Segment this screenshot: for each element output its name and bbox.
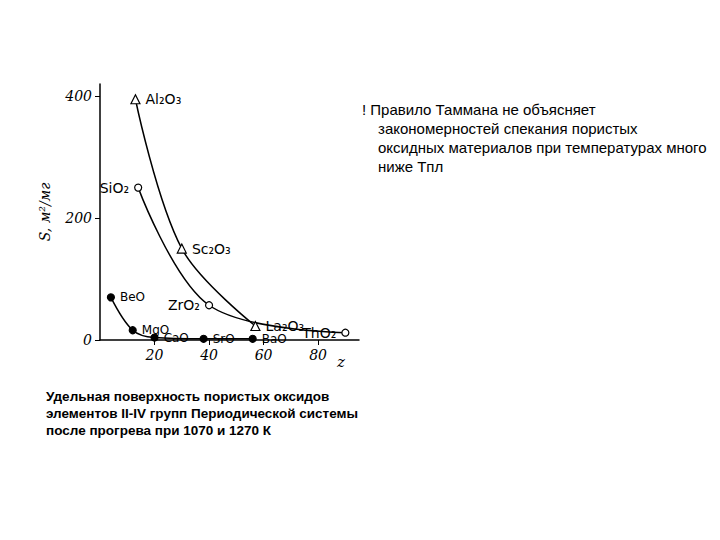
svg-text:20: 20 [145, 347, 164, 363]
html-text:Удельная поверхность пористых: Удельная поверхность пористых оксидов эл… [46, 389, 358, 438]
svg-text:ZrO₂: ZrO₂ [168, 297, 200, 313]
svg-text:SiO₂: SiO₂ [100, 180, 129, 196]
svg-text:40: 40 [199, 347, 218, 363]
svg-text:200: 200 [64, 210, 92, 226]
svg-text:z: z [336, 353, 345, 371]
svg-text:La₂O₃: La₂O₃ [265, 318, 305, 334]
svg-text:Al₂O₃: Al₂O₃ [146, 91, 182, 107]
svg-text:MgO: MgO [141, 323, 170, 338]
svg-text:0: 0 [83, 332, 92, 348]
html-text:! Правило Таммана не объясняет: ! Правило Таммана не объясняет закономер… [362, 101, 707, 175]
svg-text:400: 400 [64, 88, 92, 104]
svg-text:80: 80 [309, 347, 327, 363]
svg-text:CaO: CaO [164, 331, 189, 345]
svg-text:Sc₂O₃: Sc₂O₃ [192, 241, 231, 257]
svg-text:SrO: SrO [213, 332, 235, 346]
svg-text:S, м²/мг: S, м²/мг [37, 183, 53, 242]
svg-text:BaO: BaO [262, 332, 287, 346]
svg-text:ThO₂: ThO₂ [301, 325, 336, 341]
svg-text:60: 60 [255, 347, 273, 363]
svg-text:BeO: BeO [120, 290, 145, 304]
